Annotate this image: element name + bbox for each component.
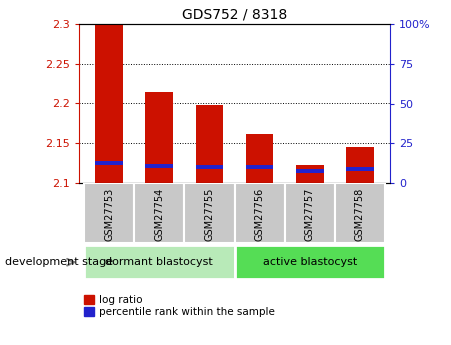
Bar — [95, 24, 123, 183]
Bar — [335, 183, 385, 243]
Text: GSM27757: GSM27757 — [305, 188, 315, 241]
Title: GDS752 / 8318: GDS752 / 8318 — [182, 8, 287, 22]
Bar — [184, 183, 235, 243]
Bar — [196, 105, 223, 183]
Bar — [296, 169, 324, 173]
Bar — [145, 164, 173, 168]
Text: active blastocyst: active blastocyst — [262, 257, 357, 267]
Bar — [296, 165, 324, 183]
Bar — [346, 167, 374, 171]
Legend: log ratio, percentile rank within the sample: log ratio, percentile rank within the sa… — [84, 295, 275, 317]
Bar — [246, 134, 273, 183]
Text: GSM27754: GSM27754 — [154, 188, 164, 241]
Text: GSM27756: GSM27756 — [255, 188, 265, 241]
Bar — [145, 92, 173, 183]
Bar — [95, 161, 123, 165]
Bar — [235, 245, 385, 279]
Bar — [84, 245, 235, 279]
Bar — [84, 183, 134, 243]
Text: development stage: development stage — [5, 257, 113, 267]
Bar — [235, 183, 285, 243]
Text: GSM27758: GSM27758 — [355, 188, 365, 241]
Text: GSM27753: GSM27753 — [104, 188, 114, 241]
Text: dormant blastocyst: dormant blastocyst — [106, 257, 213, 267]
Bar — [196, 165, 223, 169]
Bar — [346, 147, 374, 183]
Text: GSM27755: GSM27755 — [204, 188, 214, 241]
Bar — [134, 183, 184, 243]
Bar — [285, 183, 335, 243]
Bar — [246, 165, 273, 169]
